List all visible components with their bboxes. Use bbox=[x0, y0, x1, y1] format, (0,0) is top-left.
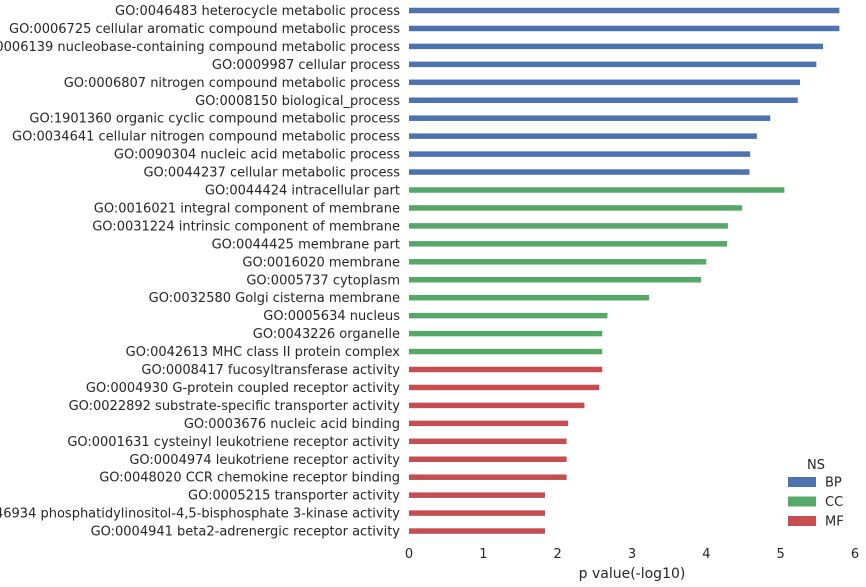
category-label: GO:0034641 cellular nitrogen compound me… bbox=[12, 130, 400, 145]
category-label: GO:0001631 cysteinyl leukotriene recepto… bbox=[67, 435, 400, 450]
legend-swatch-bp bbox=[788, 477, 816, 487]
category-label: GO:0031224 intrinsic component of membra… bbox=[92, 219, 400, 234]
bar-bp bbox=[409, 151, 751, 157]
bar-mf bbox=[409, 456, 567, 462]
category-label: GO:0004974 leukotriene receptor activity bbox=[129, 453, 400, 468]
category-label: GO:0004941 beta2-adrenergic receptor act… bbox=[91, 525, 401, 540]
bar-mf bbox=[409, 366, 603, 373]
legend-label: BP bbox=[825, 476, 842, 491]
category-label: GO:0048020 CCR chemokine receptor bindin… bbox=[99, 471, 400, 486]
category-label: GO:0005634 nucleus bbox=[263, 309, 400, 324]
x-tick-label: 6 bbox=[851, 547, 859, 562]
bar-cc bbox=[409, 294, 650, 301]
bar-mf bbox=[409, 492, 546, 498]
bar-cc bbox=[409, 187, 785, 193]
x-tick-label: 4 bbox=[702, 547, 710, 562]
category-label: GO:0008417 fucosyltransferase activity bbox=[141, 363, 400, 378]
bar-bp bbox=[409, 79, 800, 86]
bar-mf bbox=[409, 420, 569, 427]
legend-swatch-cc bbox=[788, 496, 816, 507]
category-label: GO:0044237 cellular metabolic process bbox=[143, 166, 400, 181]
bar-mf bbox=[409, 528, 546, 534]
category-label: GO:0044425 membrane part bbox=[212, 237, 400, 252]
legend-label: MF bbox=[825, 515, 844, 530]
bar-mf bbox=[409, 438, 567, 445]
bar-bp bbox=[409, 61, 817, 68]
bar-cc bbox=[409, 330, 603, 337]
category-label: GO:0042613 MHC class II protein complex bbox=[126, 345, 401, 360]
bar-bp bbox=[409, 115, 771, 121]
category-label: GO:0009987 cellular process bbox=[212, 58, 400, 73]
category-label: GO:0046934 phosphatidylinositol-4,5-bisp… bbox=[0, 507, 400, 522]
category-label: GO:0090304 nucleic acid metabolic proces… bbox=[114, 148, 400, 163]
bars-group bbox=[409, 7, 840, 534]
bar-cc bbox=[409, 205, 743, 211]
x-axis: 0 1 2 3 4 5 6 bbox=[405, 547, 859, 562]
bar-cc bbox=[409, 259, 707, 265]
category-label: GO:0016020 membrane bbox=[242, 255, 400, 270]
bar-bp bbox=[409, 133, 757, 139]
bar-cc bbox=[409, 348, 603, 355]
bar-mf bbox=[409, 402, 585, 409]
bar-bp bbox=[409, 43, 824, 50]
legend-swatch-mf bbox=[788, 516, 816, 526]
category-label: GO:0006807 nitrogen compound metabolic p… bbox=[64, 76, 401, 91]
x-tick-label: 3 bbox=[628, 547, 636, 562]
bar-mf bbox=[409, 474, 567, 480]
bar-cc bbox=[409, 277, 702, 283]
bar-bp bbox=[409, 25, 840, 32]
category-label: GO:1901360 organic cyclic compound metab… bbox=[29, 112, 400, 127]
category-label: GO:0003676 nucleic acid binding bbox=[184, 417, 400, 432]
category-label: GO:0005737 cytoplasm bbox=[246, 273, 400, 288]
bar-bp bbox=[409, 97, 798, 103]
legend: NS BP CC MF bbox=[788, 458, 844, 530]
bar-cc bbox=[409, 223, 728, 229]
category-label: GO:0046483 heterocycle metabolic process bbox=[115, 4, 400, 19]
bar-mf bbox=[409, 384, 600, 391]
category-label: GO:0016021 integral component of membran… bbox=[94, 201, 400, 216]
category-labels-group: GO:0046483 heterocycle metabolic process… bbox=[0, 4, 400, 540]
category-label: GO:0032580 Golgi cisterna membrane bbox=[149, 291, 400, 306]
x-tick-label: 1 bbox=[479, 547, 487, 562]
bar-cc bbox=[409, 241, 728, 247]
x-tick-label: 2 bbox=[554, 547, 562, 562]
category-label: GO:0006725 cellular aromatic compound me… bbox=[9, 22, 400, 37]
bar-bp bbox=[409, 169, 750, 175]
category-label: GO:0008150 biological_process bbox=[195, 94, 400, 109]
bar-cc bbox=[409, 312, 608, 319]
legend-label: CC bbox=[825, 495, 843, 510]
legend-title: NS bbox=[807, 458, 825, 473]
bar-mf bbox=[409, 510, 546, 516]
category-label: GO:0022892 substrate-specific transporte… bbox=[69, 399, 401, 414]
x-axis-title: p value(-log10) bbox=[579, 566, 686, 582]
category-label: GO:0043226 organelle bbox=[253, 327, 400, 342]
category-label: GO:0005215 transporter activity bbox=[188, 489, 400, 504]
category-label: GO:0044424 intracellular part bbox=[205, 184, 400, 199]
category-label: GO:0004930 G-protein coupled receptor ac… bbox=[86, 381, 400, 396]
bar-bp bbox=[409, 7, 840, 14]
category-label: GO:0006139 nucleobase-containing compoun… bbox=[0, 40, 400, 55]
x-tick-label: 5 bbox=[777, 547, 785, 562]
x-tick-label: 0 bbox=[405, 547, 413, 562]
